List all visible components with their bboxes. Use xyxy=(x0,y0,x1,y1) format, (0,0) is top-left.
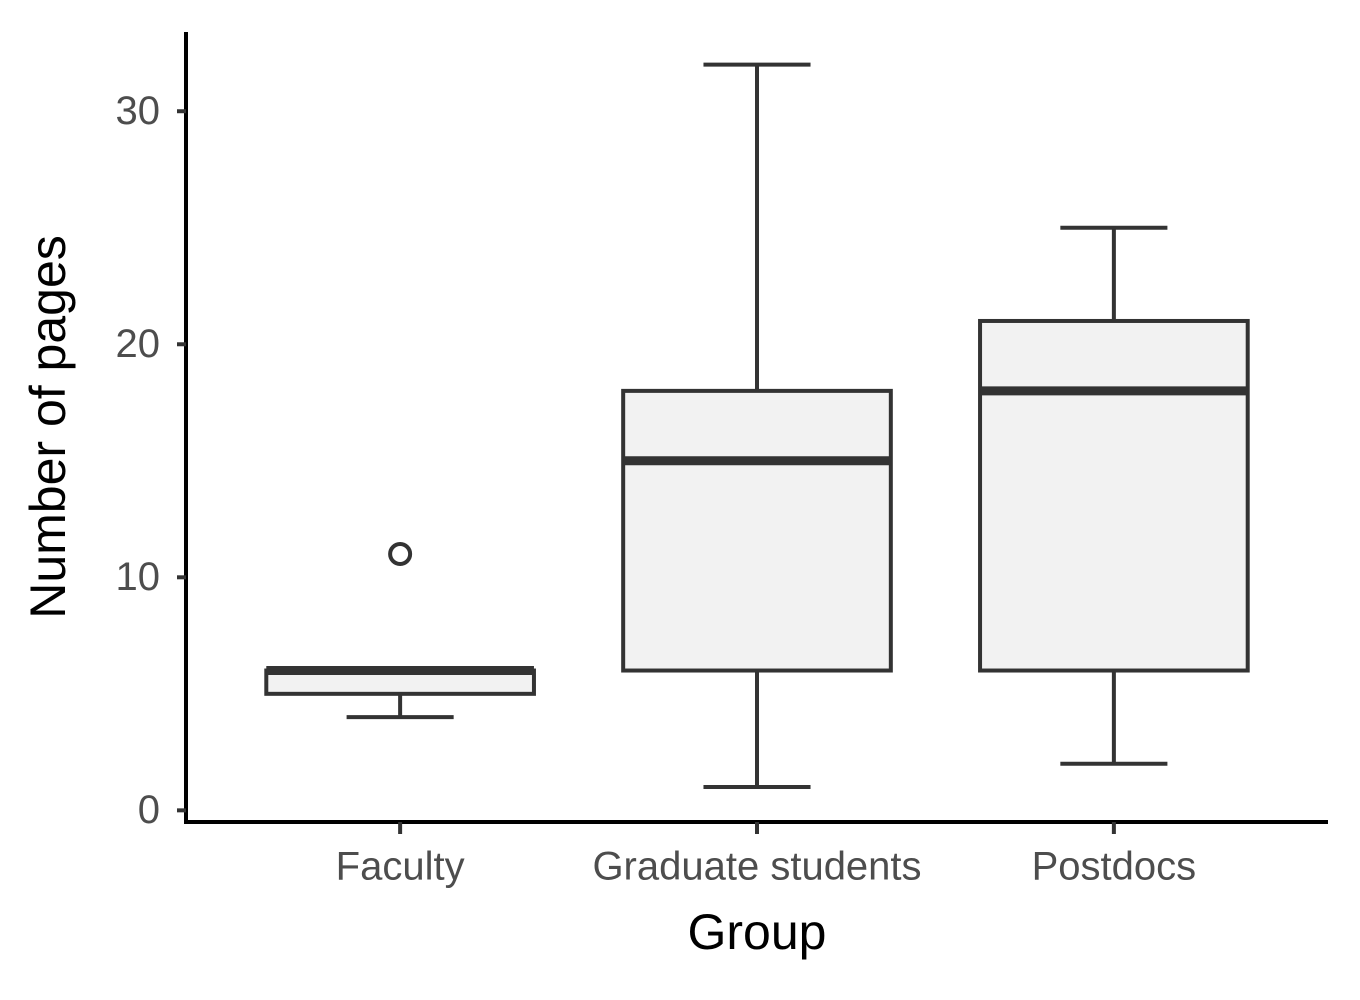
y-tick-label: 30 xyxy=(116,89,161,133)
x-tick-label: Graduate students xyxy=(592,845,921,889)
outlier xyxy=(388,542,413,567)
box xyxy=(621,388,893,673)
x-axis-title: Group xyxy=(688,904,827,960)
box xyxy=(978,318,1250,673)
y-tick-label: 20 xyxy=(116,322,161,366)
y-axis-title: Number of pages xyxy=(20,235,76,619)
x-tick-label: Postdocs xyxy=(1032,845,1197,889)
x-tick-label: Faculty xyxy=(336,845,465,889)
y-tick-label: 10 xyxy=(116,555,161,599)
y-tick-label: 0 xyxy=(138,788,160,832)
